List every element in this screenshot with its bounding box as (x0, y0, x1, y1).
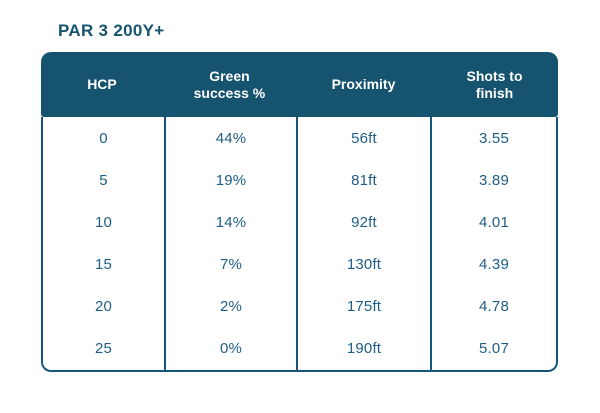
cell-shots-to-finish: 4.01 (430, 201, 556, 244)
column-header-shots-to-finish: Shots to finish (431, 52, 558, 117)
table-header-row: HCP Green success % Proximity Shots to f… (41, 52, 558, 117)
table-row: 5 19% 81ft 3.89 (43, 159, 556, 202)
page-title: PAR 3 200Y+ (58, 21, 165, 40)
cell-shots-to-finish: 4.39 (430, 243, 556, 286)
cell-shots-to-finish: 3.55 (430, 117, 556, 160)
cell-shots-to-finish: 4.78 (430, 285, 556, 328)
column-header-proximity: Proximity (296, 52, 431, 117)
cell-hcp: 0 (99, 129, 108, 147)
cell-proximity: 130ft (296, 243, 430, 286)
column-header-label: Proximity (331, 76, 396, 93)
cell-hcp: 5 (99, 171, 108, 189)
cell-green-success: 0% (164, 327, 296, 370)
cell-shots-to-finish: 5.07 (430, 327, 556, 370)
cell-proximity: 56ft (296, 117, 430, 160)
cell-green-success: 7% (164, 243, 296, 286)
table-row: 10 14% 92ft 4.01 (43, 201, 556, 244)
cell-proximity: 81ft (296, 159, 430, 202)
table-row: 20 2% 175ft 4.78 (43, 285, 556, 328)
column-header-label: Shots to finish (466, 67, 523, 101)
column-header-label: HCP (87, 76, 117, 93)
column-header-green-success: Green success % (163, 52, 296, 117)
column-header-hcp: HCP (41, 52, 163, 117)
table-body: 0 44% 56ft 3.55 5 19% 81ft 3.89 10 14% 9… (41, 117, 558, 372)
cell-hcp: 25 (94, 340, 113, 358)
cell-hcp: 15 (94, 256, 113, 274)
cell-green-success: 44% (164, 117, 296, 160)
cell-green-success: 14% (164, 201, 296, 244)
cell-hcp: 20 (94, 298, 113, 316)
column-header-label: Green success % (193, 67, 266, 101)
stats-table: HCP Green success % Proximity Shots to f… (41, 52, 558, 372)
cell-proximity: 175ft (296, 285, 430, 328)
table-row: 25 0% 190ft 5.07 (43, 327, 556, 370)
cell-shots-to-finish: 3.89 (430, 159, 556, 202)
table-row: 15 7% 130ft 4.39 (43, 243, 556, 286)
table-row: 0 44% 56ft 3.55 (43, 117, 556, 160)
cell-proximity: 92ft (296, 201, 430, 244)
cell-green-success: 19% (164, 159, 296, 202)
cell-green-success: 2% (164, 285, 296, 328)
cell-proximity: 190ft (296, 327, 430, 370)
cell-hcp: 10 (94, 213, 113, 231)
